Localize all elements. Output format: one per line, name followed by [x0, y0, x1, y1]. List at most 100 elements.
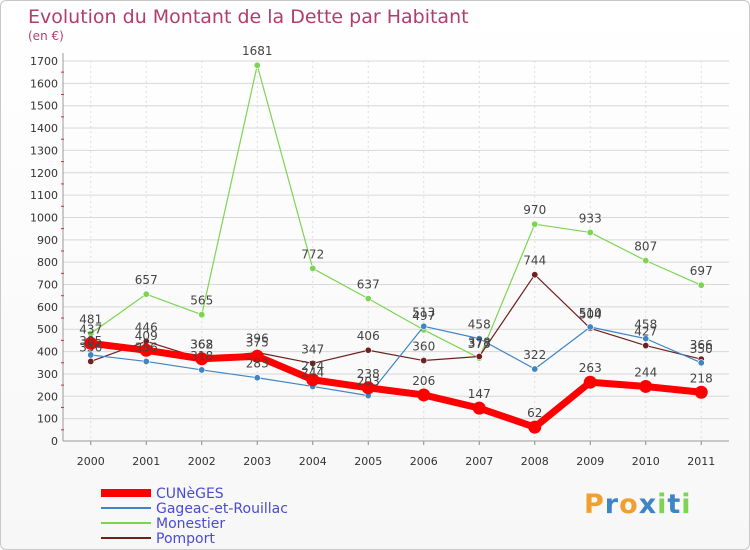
y-tick-label: 1000 [30, 211, 58, 224]
data-point-2 [142, 290, 150, 298]
data-point-1 [420, 322, 428, 330]
y-tick-label: 400 [37, 346, 58, 359]
data-label-1: 458 [634, 318, 657, 332]
y-tick-label: 700 [37, 279, 58, 292]
legend-label: Pomport [156, 531, 215, 547]
y-tick-label: 600 [37, 301, 58, 314]
data-label-1: 244 [301, 365, 324, 379]
data-label-0: 437 [79, 322, 102, 336]
x-tick-label: 2008 [521, 455, 549, 468]
data-label-1: 203 [357, 375, 380, 389]
data-label-1: 510 [579, 306, 602, 320]
y-tick-label: 1500 [30, 100, 58, 113]
data-point-3 [475, 353, 483, 361]
data-label-2: 373 [468, 337, 491, 351]
x-tick-label: 2001 [132, 455, 160, 468]
logo-letter: i [681, 489, 692, 520]
data-label-3: 368 [190, 338, 213, 352]
legend-label: CUNèGES [156, 486, 224, 502]
data-label-0: 206 [412, 374, 435, 388]
data-point-3 [642, 342, 650, 350]
data-point-2 [586, 228, 594, 236]
y-tick-label: 500 [37, 323, 58, 336]
data-point-1 [253, 374, 261, 382]
data-label-3: 427 [634, 325, 657, 339]
y-tick-label: 1400 [30, 122, 58, 135]
logo-letter: P [584, 489, 605, 520]
y-tick-label: 900 [37, 234, 58, 247]
data-point-2 [87, 329, 95, 337]
data-point-1 [642, 335, 650, 343]
data-label-0: 218 [690, 371, 713, 385]
data-point-0 [250, 349, 264, 363]
logo-letter: i [657, 489, 668, 520]
x-tick-label: 2010 [632, 455, 660, 468]
data-label-2: 697 [690, 264, 713, 278]
data-point-2 [309, 264, 317, 272]
chart-subtitle: (en €) [28, 29, 64, 43]
y-tick-label: 0 [51, 435, 58, 448]
data-point-1 [697, 359, 705, 367]
data-label-3: 360 [412, 340, 435, 354]
data-label-0: 62 [527, 406, 542, 420]
data-label-2: 565 [190, 294, 213, 308]
data-label-1: 513 [412, 305, 435, 319]
series-line-0 [90, 339, 702, 431]
logo-letter: t [667, 489, 682, 520]
data-label-3: 406 [357, 329, 380, 343]
data-point-3 [531, 271, 539, 279]
y-tick-label: 100 [37, 413, 58, 426]
data-point-0 [306, 373, 320, 387]
data-point-0 [694, 385, 708, 399]
data-point-0 [639, 379, 653, 393]
series-line-1 [90, 325, 702, 397]
data-label-2: 1681 [242, 44, 273, 58]
data-point-2 [642, 257, 650, 265]
proxiti-logo: Proxiti [584, 489, 692, 520]
legend-label: Gageac-et-Rouillac [156, 501, 288, 517]
data-label-3: 378 [468, 336, 491, 350]
data-label-0: 362 [190, 338, 213, 352]
data-label-2: 497 [412, 309, 435, 323]
data-label-3: 504 [579, 307, 602, 321]
x-tick-label: 2005 [354, 455, 382, 468]
data-label-3: 446 [135, 320, 158, 334]
data-label-2: 657 [135, 273, 158, 287]
x-tick-label: 2004 [299, 455, 327, 468]
y-tick-label: 800 [37, 256, 58, 269]
legend-label: Monestier [156, 516, 225, 532]
data-label-0: 244 [634, 365, 657, 379]
y-tick-label: 1300 [30, 144, 58, 157]
data-point-2 [697, 281, 705, 289]
data-point-1 [142, 357, 150, 365]
x-tick-label: 2003 [243, 455, 271, 468]
x-tick-label: 2009 [576, 455, 604, 468]
data-label-2: 481 [79, 312, 102, 326]
y-tick-label: 1100 [30, 189, 58, 202]
data-point-3 [364, 346, 372, 354]
data-label-2: 637 [357, 278, 380, 292]
data-label-0: 375 [246, 335, 269, 349]
data-label-0: 238 [357, 367, 380, 381]
data-point-0 [84, 336, 98, 350]
y-tick-label: 300 [37, 368, 58, 381]
data-point-0 [361, 381, 375, 395]
series-line-3 [90, 274, 702, 365]
data-point-0 [528, 420, 542, 434]
data-label-3: 347 [301, 342, 324, 356]
data-label-2: 933 [579, 211, 602, 225]
data-point-0 [583, 375, 597, 389]
y-tick-label: 1700 [30, 55, 58, 68]
data-point-3 [87, 357, 95, 365]
data-label-2: 970 [523, 203, 546, 217]
data-label-1: 322 [523, 348, 546, 362]
data-label-0: 274 [301, 359, 324, 373]
data-label-1: 283 [246, 357, 269, 371]
data-label-1: 458 [468, 318, 491, 332]
data-point-3 [309, 359, 317, 367]
data-label-3: 744 [523, 254, 546, 268]
x-tick-label: 2011 [687, 455, 715, 468]
x-tick-label: 2006 [410, 455, 438, 468]
